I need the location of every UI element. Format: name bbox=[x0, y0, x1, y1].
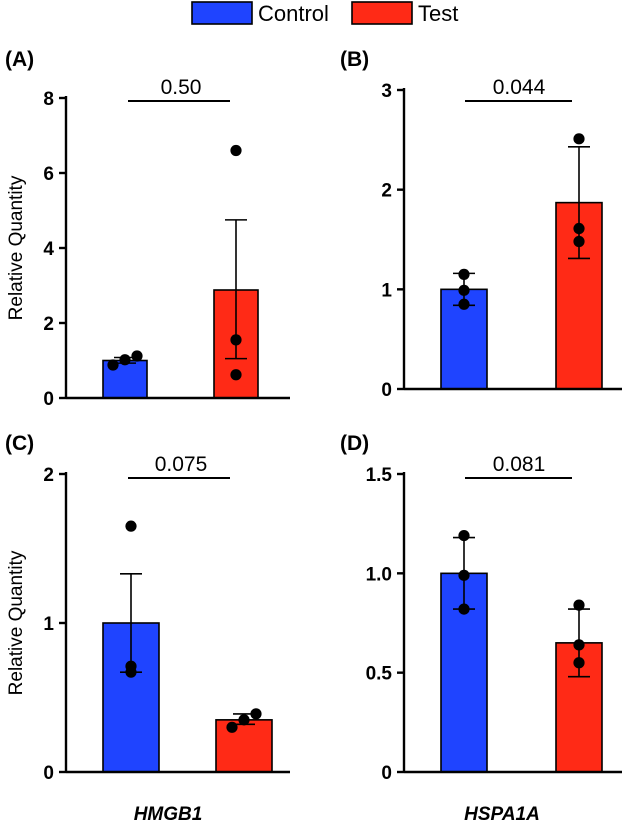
legend-swatch-control bbox=[191, 1, 253, 25]
data-point bbox=[573, 657, 585, 669]
data-point bbox=[230, 334, 242, 346]
legend-label-control: Control bbox=[258, 1, 329, 26]
data-point bbox=[458, 529, 470, 542]
y-tick-label: 0.5 bbox=[366, 664, 393, 685]
panel-label: (C) bbox=[5, 432, 34, 455]
data-point bbox=[458, 298, 470, 310]
data-point bbox=[230, 369, 242, 381]
panel-label: (A) bbox=[5, 48, 34, 71]
data-point bbox=[458, 569, 470, 581]
bar-test bbox=[215, 719, 273, 773]
y-tick-label: 1.0 bbox=[366, 564, 392, 585]
gene-label: HSPA1A bbox=[464, 804, 540, 825]
data-point bbox=[573, 599, 585, 611]
data-point bbox=[573, 235, 585, 248]
data-point bbox=[458, 284, 470, 296]
data-point bbox=[238, 714, 250, 726]
data-point bbox=[131, 350, 143, 362]
y-tick-label: 1 bbox=[381, 280, 392, 301]
y-tick-label: 0 bbox=[43, 389, 54, 410]
data-point bbox=[226, 721, 238, 733]
data-point bbox=[458, 603, 470, 615]
bar-control bbox=[440, 288, 488, 390]
y-tick-label: 2 bbox=[43, 314, 54, 335]
y-tick-label: 4 bbox=[43, 239, 54, 260]
data-point bbox=[107, 359, 119, 371]
y-tick-label: 6 bbox=[43, 164, 54, 185]
y-tick-label: 1 bbox=[43, 614, 54, 635]
data-point bbox=[125, 520, 137, 532]
data-point bbox=[573, 639, 585, 651]
y-tick-label: 0 bbox=[381, 763, 392, 784]
y-axis-label: Relative Quantity bbox=[6, 175, 27, 320]
panel-a: (A) 0 2 4 6 8 0.50 Relative Quantity bbox=[5, 48, 290, 410]
p-value-label: 0.075 bbox=[155, 453, 208, 476]
data-point bbox=[573, 222, 585, 235]
panel-label: (D) bbox=[340, 432, 369, 455]
p-value-label: 0.044 bbox=[493, 76, 546, 99]
y-tick-label: 1.5 bbox=[366, 465, 393, 486]
panel-label: (B) bbox=[340, 48, 369, 71]
panel-b: (B) 0 1 2 3 0.044 bbox=[340, 48, 622, 401]
y-tick-label: 2 bbox=[43, 465, 54, 486]
y-tick-label: 2 bbox=[381, 181, 392, 202]
y-tick-label: 8 bbox=[43, 89, 54, 110]
y-tick-label: 0 bbox=[381, 380, 392, 401]
p-value-label: 0.081 bbox=[493, 453, 546, 476]
panel-c: (C) 0 1 2 0.075 Relative Quantity HMGB1 bbox=[5, 432, 290, 825]
panel-d: (D) 0 0.5 1.0 1.5 0.081 HSPA1A bbox=[340, 432, 622, 825]
data-point bbox=[119, 354, 131, 366]
y-tick-label: 0 bbox=[43, 763, 54, 784]
data-point bbox=[230, 144, 242, 157]
p-value-label: 0.50 bbox=[161, 76, 202, 99]
data-point bbox=[458, 268, 470, 280]
legend-swatch-test bbox=[351, 1, 413, 25]
legend: Control Test bbox=[191, 1, 458, 26]
gene-label: HMGB1 bbox=[134, 804, 203, 825]
data-point bbox=[125, 660, 137, 672]
data-point bbox=[250, 708, 262, 720]
y-axis-label: Relative Quantity bbox=[6, 550, 27, 695]
y-tick-label: 3 bbox=[381, 81, 392, 102]
legend-label-test: Test bbox=[418, 1, 458, 26]
data-point bbox=[573, 133, 585, 145]
